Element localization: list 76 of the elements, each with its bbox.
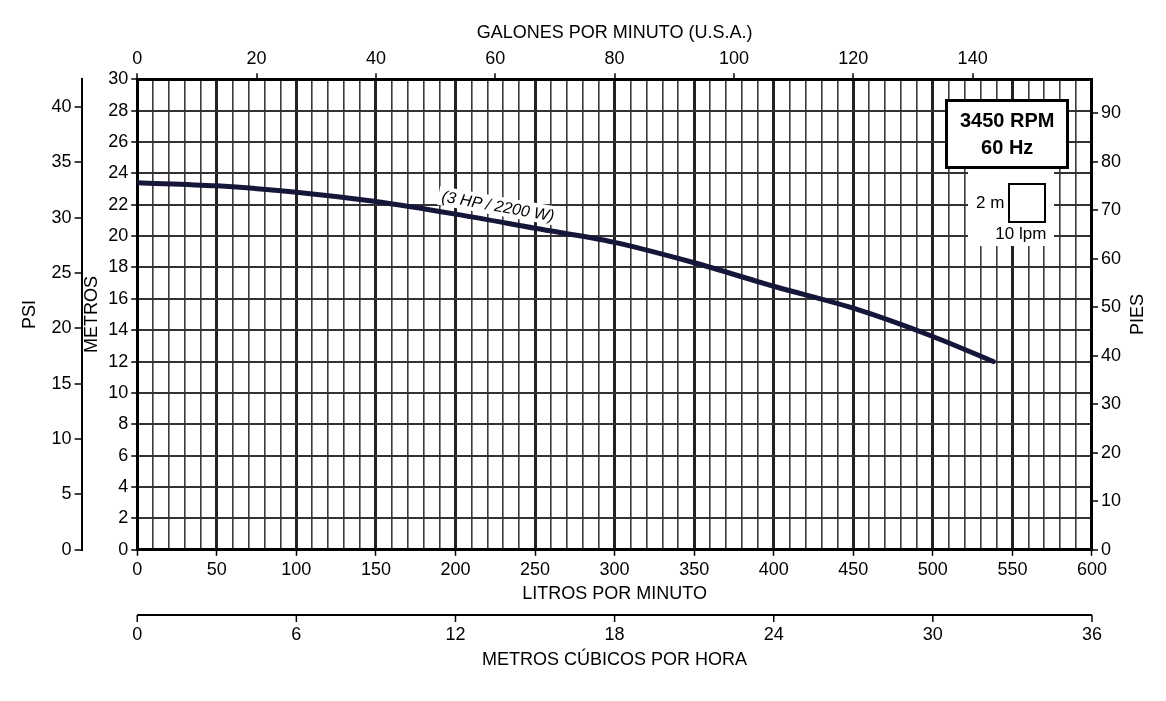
text: 12: [445, 623, 466, 644]
y2-tick-label: 5: [61, 483, 72, 504]
y-tick-label: 12: [108, 350, 129, 371]
y3-tick-label: 10: [1100, 490, 1122, 511]
x-tick-label: 200: [440, 558, 471, 579]
y-tick-label: 30: [108, 68, 129, 89]
text: 24: [763, 623, 784, 644]
x-tick-label: 350: [679, 558, 710, 579]
y2-tick-label: 35: [51, 151, 72, 172]
annotation: 2 m: [975, 193, 1005, 214]
y-tick-label: 4: [118, 476, 129, 497]
y-tick-label: 18: [108, 256, 129, 277]
x-tick-label: 450: [838, 558, 869, 579]
y-tick-label: 10: [108, 381, 129, 402]
x-tick-label: 400: [758, 558, 789, 579]
x-tick-label: 300: [599, 558, 630, 579]
x-axis-title: LITROS POR MINUTO: [522, 583, 707, 604]
y2-tick-label: 25: [51, 261, 72, 282]
scale-key: 2 m 10 lpm: [967, 169, 1055, 247]
x-tick-label: 550: [997, 558, 1028, 579]
x-tick-label: 150: [360, 558, 391, 579]
text: METROS CÚBICOS POR HORA: [482, 647, 748, 669]
y3-tick-label: 30: [1100, 393, 1122, 414]
y3-tick-label: 60: [1100, 247, 1122, 268]
y2-axis-title: PSI: [18, 299, 39, 330]
y3-tick-label: 70: [1100, 199, 1122, 220]
x2-tick-label: 20: [246, 48, 267, 69]
y3-tick-label: 20: [1100, 441, 1122, 462]
y-tick-label: 24: [108, 162, 129, 183]
y-tick-label: 6: [118, 444, 129, 465]
y3-tick-label: 80: [1100, 150, 1122, 171]
x2-axis-title: GALONES POR MINUTO (U.S.A.): [476, 21, 753, 42]
annotation: 60 Hz: [980, 135, 1035, 161]
x-tick-label: 250: [520, 558, 551, 579]
y-tick-label: 22: [108, 193, 129, 214]
y2-tick-label: 40: [51, 95, 72, 116]
text: 6: [291, 623, 302, 644]
x2-tick-label: 80: [604, 48, 625, 69]
annotation: 10 lpm: [994, 224, 1047, 245]
y3-axis-title: PIES: [1126, 293, 1147, 336]
y3-tick-label: 0: [1100, 538, 1111, 559]
text: 18: [604, 623, 625, 644]
y3-tick-label: 90: [1100, 102, 1122, 123]
text: 30: [922, 623, 943, 644]
text: 36: [1081, 623, 1102, 644]
y-tick-label: 0: [118, 538, 129, 559]
y-tick-label: 26: [108, 130, 129, 151]
y2-tick-label: 30: [51, 206, 72, 227]
x-tick-label: 500: [917, 558, 948, 579]
framed-label: 3450 RPM 60 Hz: [944, 99, 1070, 170]
y-axis-title: METROS: [81, 275, 102, 354]
y3-tick-label: 50: [1100, 296, 1122, 317]
x2-tick-label: 120: [838, 48, 869, 69]
x2-tick-label: 40: [365, 48, 386, 69]
y2-tick-label: 20: [51, 317, 72, 338]
text: 0: [132, 623, 143, 644]
y-tick-label: 8: [118, 413, 129, 434]
x2-tick-label: 140: [957, 48, 988, 69]
y-tick-label: 20: [108, 225, 129, 246]
y2-tick-label: 0: [61, 538, 72, 559]
y-tick-label: 14: [108, 319, 129, 340]
y3-tick-label: 40: [1100, 344, 1122, 365]
y2-tick-label: 15: [51, 372, 72, 393]
text: (3 HP / 2200 W): [440, 187, 556, 225]
x-tick-label: 100: [281, 558, 312, 579]
y2-tick-label: 10: [51, 428, 72, 449]
annotation: 3450 RPM: [959, 108, 1055, 134]
x-tick-label: 600: [1076, 558, 1107, 579]
y-tick-label: 28: [108, 99, 129, 120]
x2-tick-label: 100: [718, 48, 749, 69]
y-tick-label: 2: [118, 507, 129, 528]
y-tick-label: 16: [108, 287, 129, 308]
x-tick-label: 0: [132, 558, 143, 579]
x2-tick-label: 60: [485, 48, 506, 69]
x2-tick-label: 0: [132, 48, 143, 69]
x-tick-label: 50: [206, 558, 227, 579]
